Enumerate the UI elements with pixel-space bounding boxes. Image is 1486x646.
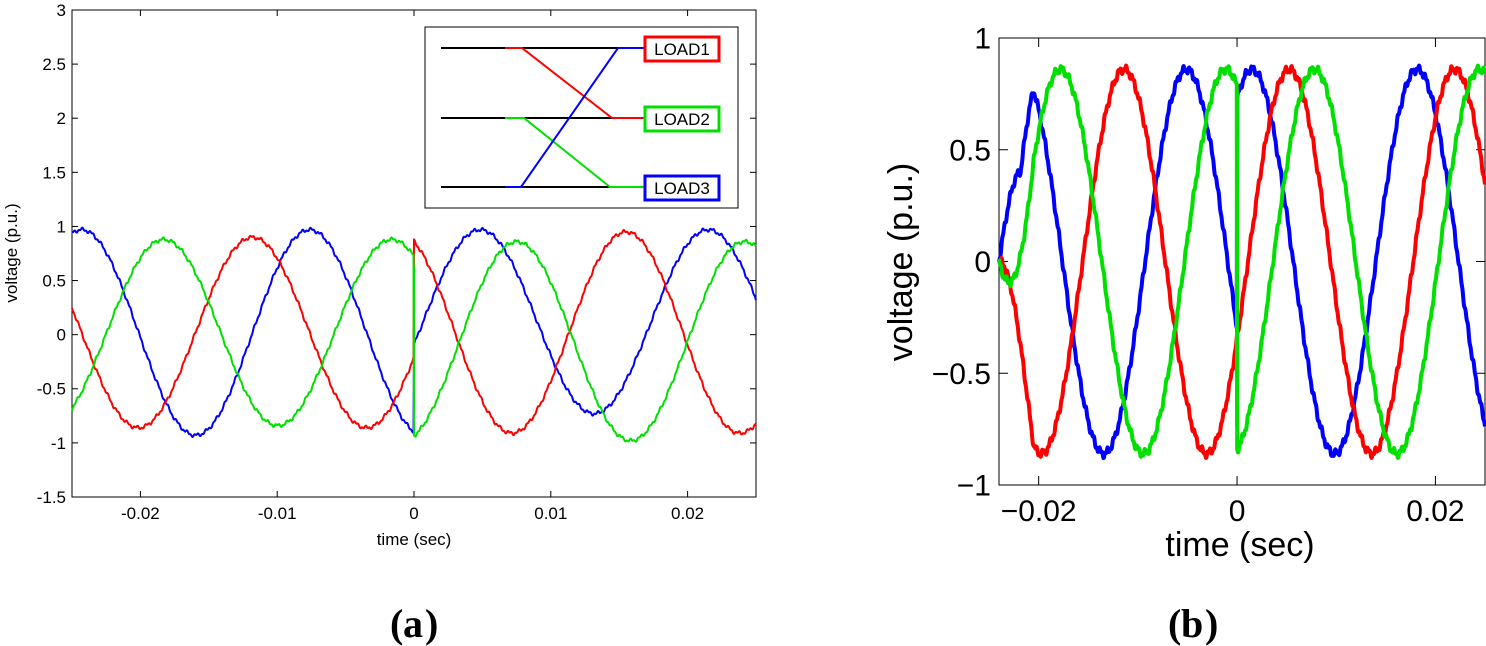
panel-b-letter: b xyxy=(1181,601,1203,646)
panel-b-caption: ( b ) xyxy=(1168,601,1218,646)
y-tick-label: 0 xyxy=(57,326,66,345)
x-tick-label: 0.02 xyxy=(671,504,704,523)
load1-box xyxy=(643,35,721,63)
series-red-line xyxy=(71,228,757,437)
series-green-line xyxy=(71,236,757,443)
svg-text:): ) xyxy=(1205,601,1218,646)
y-ticks: -1.5 -1 -0.5 0 0.5 1 1.5 2 2.5 3 xyxy=(37,1,756,507)
svg-text:): ) xyxy=(425,601,438,646)
x-axis-label: time (sec) xyxy=(1165,526,1314,564)
load2-label: LOAD2 xyxy=(654,110,710,129)
y-tick-label: 1.5 xyxy=(42,163,66,182)
y-tick-label: 3 xyxy=(57,1,66,20)
load3-box xyxy=(643,174,721,202)
y-tick-label: -1.5 xyxy=(37,488,66,507)
x-tick-label: 0 xyxy=(409,504,418,523)
panel-a: -0.02 -0.01 0 0.01 0.02 -1.5 -1 -0.5 0 0.5 1 1.5 2 2… xyxy=(2,1,757,646)
load2-box xyxy=(643,105,721,133)
x-tick-label: -0.02 xyxy=(121,504,160,523)
y-tick-label: -0.5 xyxy=(37,380,66,399)
x-tick-label: 0 xyxy=(1229,495,1246,528)
svg-text:(: ( xyxy=(390,601,403,646)
panel-a-letter: a xyxy=(403,601,423,646)
panel-b: −0.02 0 0.02 −1 −0.5 0 0.5 1 time (sec) voltag… xyxy=(882,23,1486,646)
x-tick-label: −0.02 xyxy=(1001,495,1077,528)
y-tick-label: 0 xyxy=(974,246,991,279)
series-blue-line xyxy=(997,63,1486,461)
green-path xyxy=(505,117,645,188)
y-axis-label: voltage (p.u.) xyxy=(2,203,21,302)
svg-text:(: ( xyxy=(1168,601,1181,646)
y-tick-label: 0.5 xyxy=(42,272,66,291)
x-ticks: -0.02 -0.01 0 0.01 0.02 xyxy=(121,10,704,523)
y-tick-label: 2 xyxy=(57,109,66,128)
series-green-line xyxy=(997,63,1486,460)
load1-label: LOAD1 xyxy=(654,40,710,59)
curves xyxy=(71,226,757,443)
red-path xyxy=(505,47,645,119)
curves xyxy=(997,63,1486,461)
y-tick-label: 1 xyxy=(974,23,991,56)
blue-path xyxy=(505,47,645,188)
load3-label: LOAD3 xyxy=(654,179,710,198)
x-axis-label: time (sec) xyxy=(377,530,452,549)
inset-schematic: LOAD1 LOAD2 LOAD3 xyxy=(424,26,739,209)
y-axis-label: voltage (p.u.) xyxy=(882,163,920,361)
x-tick-label: -0.01 xyxy=(258,504,297,523)
series-red-line xyxy=(997,63,1486,460)
y-tick-label: −1 xyxy=(957,470,991,503)
x-tick-label: 0.02 xyxy=(1406,495,1464,528)
panel-a-caption: ( a ) xyxy=(390,601,438,646)
y-tick-label: −0.5 xyxy=(932,358,991,391)
x-tick-label: 0.01 xyxy=(534,504,567,523)
y-tick-label: 2.5 xyxy=(42,55,66,74)
y-tick-label: -1 xyxy=(51,434,66,453)
x-ticks: −0.02 0 0.02 xyxy=(1001,38,1465,528)
y-tick-label: 1 xyxy=(57,217,66,236)
y-tick-label: 0.5 xyxy=(949,134,991,167)
y-ticks: −1 −0.5 0 0.5 1 xyxy=(932,23,1485,503)
